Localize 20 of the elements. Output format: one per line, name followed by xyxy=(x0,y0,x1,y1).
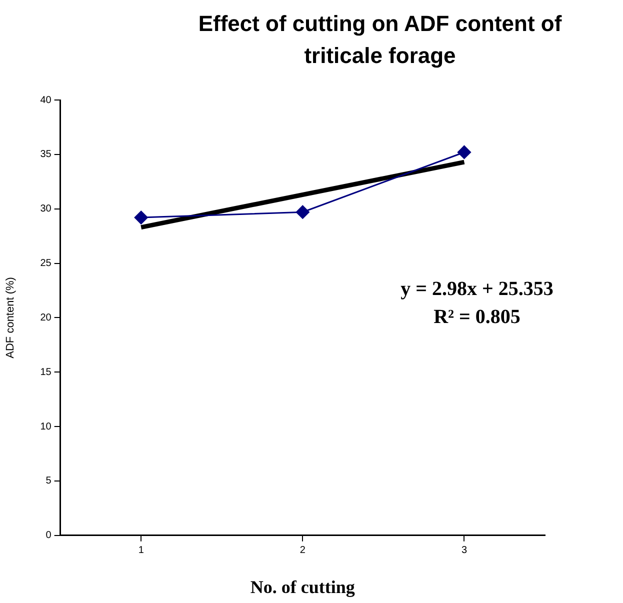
point xyxy=(457,146,471,159)
annotation: R² = 0.805 xyxy=(434,306,520,328)
y-tick-label: 20 xyxy=(40,312,52,324)
point xyxy=(134,210,148,224)
y-tick-label: 40 xyxy=(40,94,52,106)
y-tick-label: 5 xyxy=(46,476,52,487)
point xyxy=(296,205,310,219)
x-tick-label: 2 xyxy=(300,545,306,556)
y-tick-label: 30 xyxy=(40,204,52,215)
y-tick-label: 15 xyxy=(40,366,52,378)
y-axis-title: ADF content (%) xyxy=(4,277,17,358)
y-tick-label: 10 xyxy=(40,421,52,432)
y-tick-label: 0 xyxy=(46,530,52,542)
x-tick-label: 3 xyxy=(461,545,468,556)
y-tick-label: 35 xyxy=(40,149,52,160)
y-tick-label: 25 xyxy=(40,258,52,270)
x-tick-label: 1 xyxy=(138,545,144,556)
annotation: y = 2.98x + 25.353 xyxy=(400,278,554,300)
chart-title: Effect of cutting on ADF content of triticale forage xyxy=(197,10,563,70)
x-axis-title: No. of cutting xyxy=(250,576,355,597)
